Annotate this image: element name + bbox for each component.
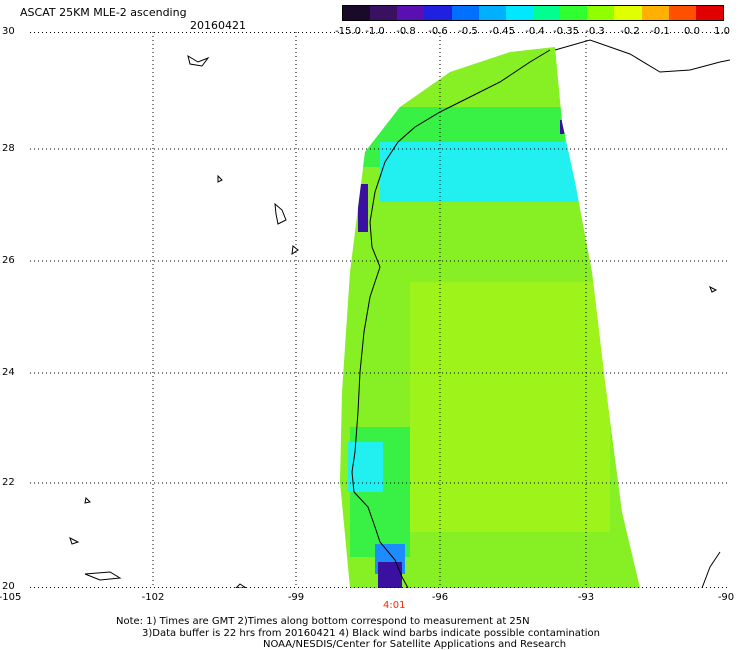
graticule (30, 32, 730, 588)
colorbar-swatch (505, 6, 533, 20)
colorbar-swatch (560, 6, 588, 20)
note-line-3: NOAA/NESDIS/Center for Satellite Applica… (263, 639, 567, 650)
colorbar-swatch (641, 6, 669, 20)
wind-swath (340, 47, 640, 588)
swath-time-label: 4:01 (383, 600, 406, 611)
lat-label: 28 (2, 143, 15, 154)
lon-label: -96 (431, 592, 449, 603)
colorbar-swatch (397, 6, 425, 20)
colorbar (342, 5, 724, 21)
colorbar-tick-label: 0.0 (684, 26, 700, 37)
colorbar-tick-label: -0.1 (650, 26, 670, 37)
colorbar-tick-labels: -15.0 -1.0 -0.8 -0.6 -0.5 -0.45 -0.4 -0.35 -0.3 -… (330, 26, 730, 38)
swath-purple-patch (358, 184, 368, 232)
swath-lime-region (410, 282, 610, 532)
swath-cyan-region-south (348, 442, 383, 492)
swath-cyan-region (380, 142, 580, 202)
lon-label: -93 (577, 592, 595, 603)
lon-label: -99 (287, 592, 305, 603)
colorbar-swatch (478, 6, 506, 20)
colorbar-swatch (587, 6, 615, 20)
lat-label: 26 (2, 255, 15, 266)
swath-purple-patch-south (378, 562, 402, 588)
note-line-1: Note: 1) Times are GMT 2)Times along bot… (116, 616, 530, 627)
lon-label: -105 (0, 592, 22, 603)
colorbar-tick-label: -0.35 (553, 26, 579, 37)
colorbar-tick-label: -0.3 (585, 26, 605, 37)
colorbar-swatch (424, 6, 452, 20)
islands (69, 54, 718, 588)
swath-purple-patch-north (560, 120, 570, 134)
colorbar-swatch (532, 6, 561, 20)
colorbar-swatch (614, 6, 642, 20)
colorbar-swatch (695, 6, 723, 20)
lon-label: -90 (717, 592, 735, 603)
product-date: 20160421 (190, 19, 246, 32)
colorbar-tick-label: -15.0 (335, 26, 361, 37)
lat-label: 20 (2, 581, 15, 592)
colorbar-tick-label: 1.0 (714, 26, 730, 37)
note-line-2: 3)Data buffer is 22 hrs from 20160421 4)… (142, 628, 600, 639)
colorbar-tick-label: -0.45 (489, 26, 515, 37)
map-panel (30, 32, 730, 588)
colorbar-tick-label: -0.2 (620, 26, 640, 37)
lat-label: 30 (2, 26, 15, 37)
colorbar-swatch (668, 6, 696, 20)
lat-label: 24 (2, 367, 15, 378)
colorbar-tick-label: -0.4 (525, 26, 545, 37)
colorbar-swatch (451, 6, 479, 20)
colorbar-tick-label: -1.0 (365, 26, 385, 37)
colorbar-swatch (343, 6, 371, 20)
lat-label: 22 (2, 477, 15, 488)
lon-label: -102 (141, 592, 165, 603)
product-title: ASCAT 25KM MLE-2 ascending (20, 6, 187, 19)
colorbar-swatch (370, 6, 398, 20)
colorbar-tick-label: -0.5 (458, 26, 478, 37)
colorbar-tick-label: -0.8 (396, 26, 416, 37)
colorbar-tick-label: -0.6 (428, 26, 448, 37)
